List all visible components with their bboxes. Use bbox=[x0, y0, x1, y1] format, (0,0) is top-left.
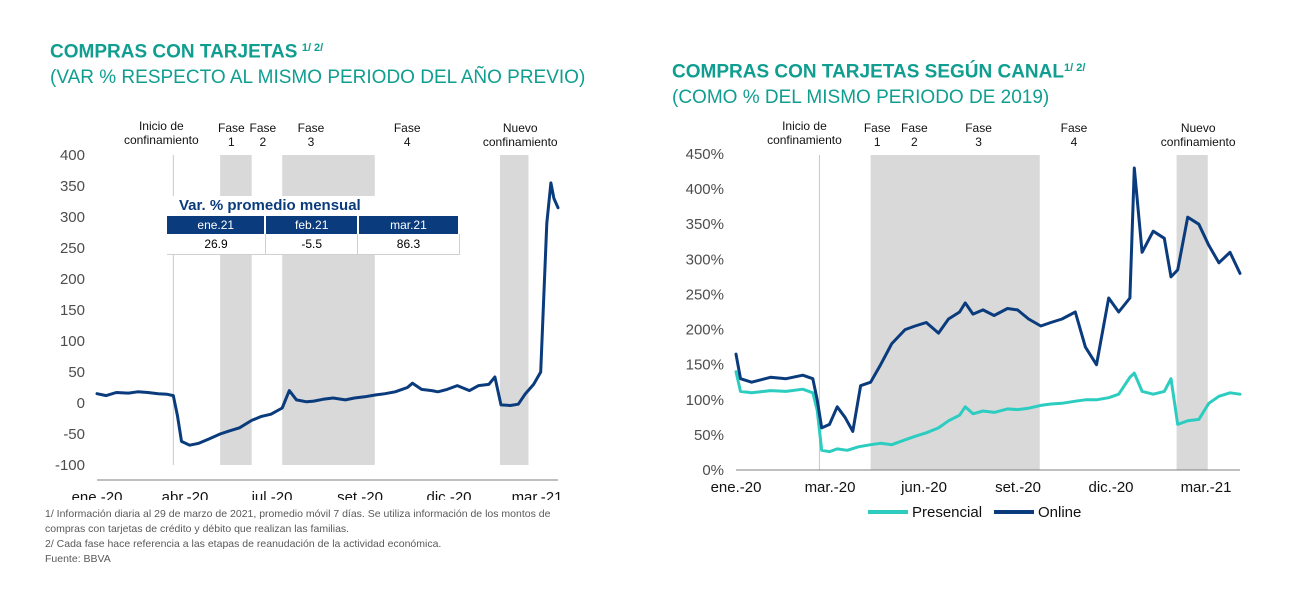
right-title-main: COMPRAS CON TARJETAS SEGÚN CANAL bbox=[672, 61, 1064, 83]
table-header-month: feb.21 bbox=[265, 216, 359, 234]
phase-label: Fase bbox=[965, 121, 992, 135]
phase-band bbox=[870, 155, 939, 470]
y-tick-label: 250 bbox=[60, 240, 85, 257]
phase-label: Fase bbox=[394, 121, 421, 135]
monthly-average-table-title: Var. % promedio mensual bbox=[179, 197, 361, 214]
y-tick-label: 400 bbox=[60, 147, 85, 164]
y-tick-label: 50% bbox=[694, 427, 724, 444]
right-chart-title: COMPRAS CON TARJETAS SEGÚN CANAL1/ 2/ (C… bbox=[672, 56, 1272, 110]
left-title-footnote-marks: 1/ 2/ bbox=[301, 42, 324, 54]
y-tick-label: 400% bbox=[686, 181, 724, 198]
phase-label: Fase bbox=[298, 121, 325, 135]
y-tick-label: 200% bbox=[686, 322, 724, 339]
x-tick-label: mar.-21 bbox=[1181, 479, 1232, 496]
right-line-chart: Inicio deconfinamientoFase1Fase2Fase3Fas… bbox=[686, 119, 1242, 521]
y-tick-label: 300 bbox=[60, 209, 85, 226]
event-label: confinamiento bbox=[767, 133, 842, 147]
y-tick-label: 0 bbox=[77, 395, 85, 412]
x-tick-label: mar.-20 bbox=[805, 479, 856, 496]
y-tick-label: -100 bbox=[55, 457, 85, 474]
table-header-month: mar.21 bbox=[357, 216, 461, 234]
x-tick-label: dic.-20 bbox=[1088, 479, 1133, 496]
phase-label: 3 bbox=[975, 135, 982, 149]
left-chart-title: COMPRAS CON TARJETAS 1/ 2/ (VAR % RESPEC… bbox=[50, 36, 610, 90]
phase-label: Fase bbox=[864, 121, 891, 135]
legend-label: Presencial bbox=[912, 504, 982, 521]
y-tick-label: 150% bbox=[686, 357, 724, 374]
y-tick-label: 0% bbox=[702, 462, 724, 479]
series-line bbox=[95, 181, 560, 447]
footnote-line: 1/ Información diaria al 29 de marzo de … bbox=[45, 508, 551, 520]
phase-label: Fase bbox=[250, 121, 277, 135]
phase-label: Fase bbox=[1061, 121, 1088, 135]
table-cell-value: 26.9 bbox=[167, 234, 266, 255]
event-label: confinamiento bbox=[124, 133, 199, 147]
x-tick-label: ene.-20 bbox=[72, 489, 123, 500]
right-title-subtitle: (COMO % DEL MISMO PERIODO DE 2019) bbox=[672, 87, 1050, 109]
y-tick-label: -50 bbox=[63, 426, 85, 443]
series-line bbox=[734, 370, 1242, 454]
x-tick-label: mar.-21 bbox=[512, 489, 563, 500]
series-line bbox=[734, 166, 1242, 433]
x-tick-label: jul.-20 bbox=[251, 489, 293, 500]
x-tick-label: abr.-20 bbox=[162, 489, 209, 500]
table-header-month: ene.21 bbox=[167, 216, 267, 234]
x-tick-label: jun.-20 bbox=[900, 479, 947, 496]
footnote-line: 2/ Cada fase hace referencia a las etapa… bbox=[45, 538, 442, 550]
right-chart-panel: COMPRAS CON TARJETAS SEGÚN CANAL1/ 2/ (C… bbox=[650, 0, 1300, 601]
phase-label: 4 bbox=[1071, 135, 1078, 149]
y-tick-label: 100 bbox=[60, 333, 85, 350]
x-tick-label: set.-20 bbox=[995, 479, 1041, 496]
table-cell-value: 86.3 bbox=[357, 234, 460, 255]
phase-label: 4 bbox=[404, 135, 411, 149]
y-tick-label: 350% bbox=[686, 216, 724, 233]
right-title-footnote-marks: 1/ 2/ bbox=[1063, 62, 1086, 74]
y-tick-label: 100% bbox=[686, 392, 724, 409]
event-label: Inicio de bbox=[139, 119, 184, 133]
phase-label: 3 bbox=[308, 135, 315, 149]
left-title-main: COMPRAS CON TARJETAS bbox=[50, 41, 298, 63]
x-tick-label: set.-20 bbox=[337, 489, 383, 500]
phase-label: 2 bbox=[260, 135, 267, 149]
y-tick-label: 250% bbox=[686, 286, 724, 303]
footnote-source: Fuente: BBVA bbox=[45, 553, 111, 565]
phase-label: confinamiento bbox=[1161, 135, 1236, 149]
y-tick-label: 50 bbox=[68, 364, 85, 381]
phase-label: 1 bbox=[228, 135, 235, 149]
phase-label: confinamiento bbox=[483, 135, 558, 149]
phase-band bbox=[499, 155, 529, 465]
phase-label: 1 bbox=[874, 135, 881, 149]
y-tick-label: 150 bbox=[60, 302, 85, 319]
phase-label: Nuevo bbox=[503, 121, 538, 135]
monthly-average-table: Var. % promedio mensual ene.21 feb.21 ma… bbox=[167, 196, 461, 255]
left-title-subtitle: (VAR % RESPECTO AL MISMO PERIODO DEL AÑO… bbox=[50, 67, 586, 89]
y-tick-label: 300% bbox=[686, 251, 724, 268]
y-tick-label: 350 bbox=[60, 178, 85, 195]
y-tick-label: 200 bbox=[60, 271, 85, 288]
phase-label: 2 bbox=[911, 135, 918, 149]
footnotes: 1/ Información diaria al 29 de marzo de … bbox=[45, 507, 645, 567]
phase-label: Fase bbox=[901, 121, 928, 135]
left-chart-panel: COMPRAS CON TARJETAS 1/ 2/ (VAR % RESPEC… bbox=[45, 36, 645, 567]
phase-label: Fase bbox=[218, 121, 245, 135]
legend-label: Online bbox=[1038, 504, 1081, 521]
phase-band bbox=[1176, 155, 1208, 470]
footnote-line: compras con tarjetas de crédito y débito… bbox=[45, 523, 350, 535]
x-tick-label: ene.-20 bbox=[711, 479, 762, 496]
x-tick-label: dic.-20 bbox=[426, 489, 471, 500]
phase-label: Nuevo bbox=[1181, 121, 1216, 135]
y-tick-label: 450% bbox=[686, 146, 724, 163]
table-cell-value: -5.5 bbox=[265, 234, 359, 255]
event-label: Inicio de bbox=[782, 119, 827, 133]
